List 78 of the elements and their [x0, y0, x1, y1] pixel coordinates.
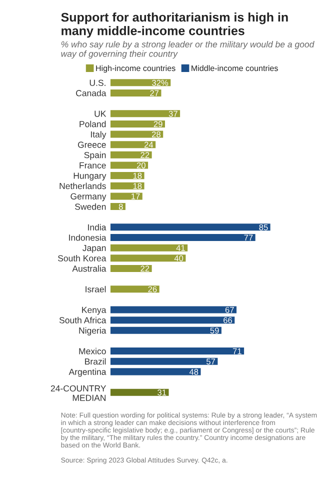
data-label: 22	[140, 266, 150, 272]
y-tick-label: Hungary	[74, 172, 106, 181]
y-tick-label: UK	[94, 110, 106, 117]
data-label: 26	[148, 286, 157, 292]
data-label: 32%	[152, 80, 168, 86]
bar	[110, 192, 142, 200]
data-label: 24	[144, 142, 154, 148]
bar	[110, 182, 144, 190]
bar	[110, 326, 222, 334]
y-tick-label: Canada	[76, 90, 106, 96]
bar	[110, 244, 188, 252]
bar	[110, 348, 244, 355]
bar	[110, 316, 235, 324]
y-tick-label: Israel	[86, 286, 106, 292]
y-tick-label: Indonesia	[69, 234, 106, 241]
data-label: 37	[168, 110, 178, 117]
data-label: 40	[174, 255, 184, 262]
legend-label: High-income countries	[96, 65, 176, 73]
bar	[110, 286, 160, 293]
legend-label: Middle-income countries	[192, 65, 278, 72]
data-label: 71	[232, 348, 242, 354]
data-label: 57	[206, 358, 216, 364]
data-label: 17	[132, 193, 140, 200]
data-label: 18	[133, 172, 142, 179]
bar	[110, 388, 169, 396]
bar	[110, 141, 156, 148]
data-label: 8	[118, 204, 123, 210]
bar	[110, 120, 165, 128]
y-tick-label: Kenya	[82, 306, 106, 315]
y-tick-label: France	[80, 162, 106, 168]
data-label: 29	[154, 121, 162, 128]
bar	[110, 79, 171, 86]
chart-title: Support for authoritarianism is high in many middle-income countries	[61, 12, 288, 38]
data-label: 27	[150, 90, 159, 96]
bar	[110, 368, 201, 376]
y-tick-label: Brazil	[85, 358, 106, 365]
y-tick-label: South Africa	[59, 316, 106, 324]
y-tick-label: Italy	[90, 131, 106, 140]
y-tick-label: Nigeria	[79, 327, 106, 336]
y-tick-label: Spain	[84, 152, 106, 160]
bar	[110, 254, 186, 262]
bar	[110, 306, 237, 314]
data-label: 31	[158, 390, 166, 396]
y-tick-label: Sweden	[75, 203, 106, 210]
bar	[110, 110, 180, 118]
y-tick-label: Mexico	[79, 348, 106, 354]
y-tick-label: South Korea	[58, 254, 106, 262]
data-label: 18	[133, 183, 142, 189]
y-tick-label: Australia	[72, 265, 106, 272]
y-tick-label: Argentina	[68, 368, 106, 377]
y-tick-label: Netherlands	[60, 182, 106, 190]
bar	[110, 89, 162, 96]
bar	[110, 151, 152, 158]
y-tick-label: 24-COUNTRY MEDIAN	[50, 385, 106, 401]
y-tick-label: Greece	[78, 142, 106, 148]
y-tick-label: Japan	[82, 244, 106, 253]
data-label: 28	[152, 131, 160, 138]
data-label: 67	[225, 306, 234, 313]
y-tick-label: Poland	[80, 120, 106, 128]
bar	[110, 130, 164, 138]
bar	[110, 162, 148, 169]
chart-subtitle: % who say rule by a strong leader or the military would be a good way of governing their country	[61, 41, 314, 59]
y-tick-label: Germany	[70, 193, 106, 202]
y-tick-label: India	[88, 224, 106, 230]
y-tick-label: U.S.	[90, 80, 106, 86]
data-label: 22	[140, 152, 150, 158]
data-label: 66	[224, 317, 232, 324]
data-label: 20	[136, 162, 146, 168]
data-label: 48	[189, 368, 198, 375]
bar	[110, 264, 152, 272]
data-label: 59	[210, 328, 219, 334]
bar	[110, 234, 256, 242]
data-label: 85	[259, 224, 268, 230]
data-label: 77	[244, 234, 253, 241]
data-label: 41	[176, 245, 185, 251]
bar	[110, 224, 270, 231]
bar	[110, 172, 144, 180]
bar	[110, 358, 218, 365]
